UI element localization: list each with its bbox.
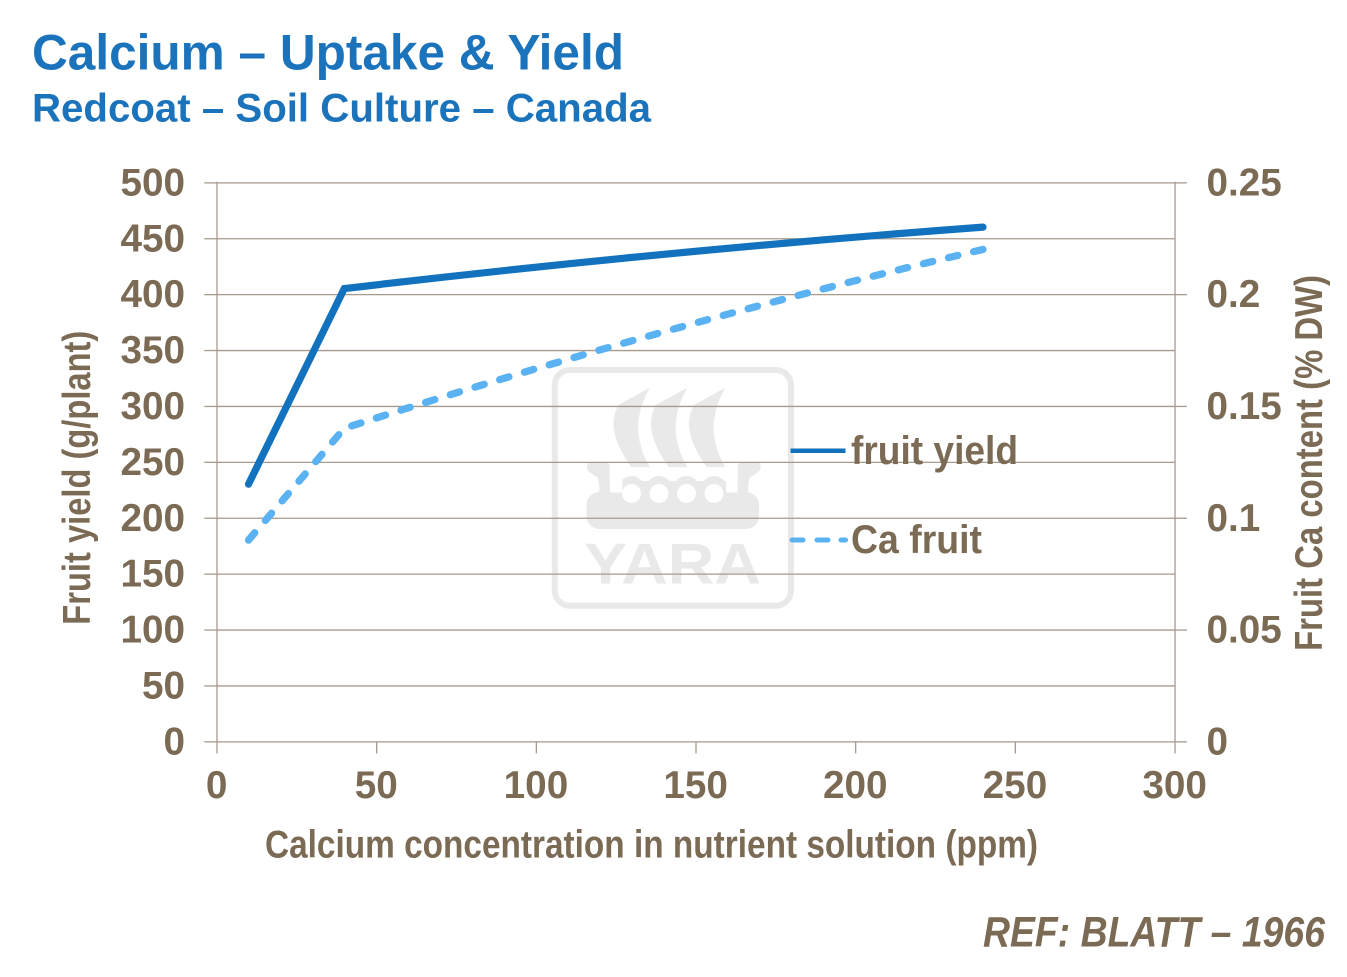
svg-text:0: 0 [206,764,228,807]
svg-text:150: 150 [663,764,728,807]
svg-text:Fruit yield (g/plant): Fruit yield (g/plant) [56,331,99,625]
svg-text:50: 50 [355,764,398,807]
svg-text:300: 300 [1142,764,1207,807]
svg-text:fruit yield: fruit yield [851,429,1018,473]
svg-text:150: 150 [120,553,185,596]
svg-text:250: 250 [120,441,185,484]
svg-text:50: 50 [142,664,185,707]
svg-text:300: 300 [120,385,185,428]
svg-text:YARA: YARA [584,533,761,597]
svg-text:0.2: 0.2 [1207,273,1261,316]
svg-text:0: 0 [1207,720,1229,763]
svg-text:0: 0 [163,720,185,763]
svg-text:Fruit Ca content (% DW): Fruit Ca content (% DW) [1288,275,1331,651]
svg-text:250: 250 [983,764,1048,807]
svg-text:100: 100 [504,764,569,807]
svg-text:Redcoat – Soil Culture – Canad: Redcoat – Soil Culture – Canada [32,87,652,131]
svg-text:0.05: 0.05 [1207,609,1282,652]
svg-text:100: 100 [120,609,185,652]
svg-text:200: 200 [120,497,185,540]
svg-text:Calcium concentration in nutri: Calcium concentration in nutrient soluti… [265,823,1038,866]
svg-text:500: 500 [120,161,185,204]
svg-text:350: 350 [120,329,185,372]
svg-text:450: 450 [120,217,185,260]
svg-text:Ca fruit: Ca fruit [851,518,982,562]
svg-text:0.15: 0.15 [1207,385,1282,428]
svg-text:200: 200 [823,764,888,807]
svg-text:400: 400 [120,273,185,316]
svg-text:0.1: 0.1 [1207,497,1261,540]
svg-text:0.25: 0.25 [1207,161,1282,204]
svg-text:Calcium – Uptake & Yield: Calcium – Uptake & Yield [32,25,624,81]
svg-text:REF: BLATT – 1966: REF: BLATT – 1966 [983,908,1326,956]
